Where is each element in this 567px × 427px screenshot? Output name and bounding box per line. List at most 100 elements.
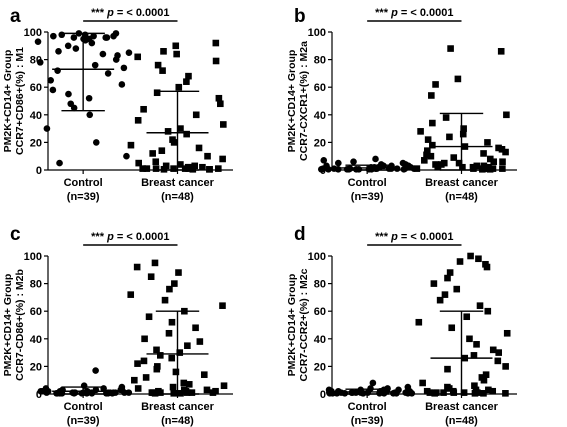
data-point [334, 166, 342, 173]
y-tick-label: 0 [36, 165, 42, 177]
data-point [166, 285, 173, 293]
data-point [434, 163, 442, 171]
data-point [444, 365, 451, 373]
data-point [350, 158, 357, 166]
data-point [43, 389, 50, 396]
data-point [220, 121, 227, 128]
data-point [428, 92, 435, 99]
data-point [36, 59, 44, 66]
data-point [118, 81, 126, 88]
data-point [424, 136, 432, 143]
data-point [497, 48, 505, 55]
data-point [441, 291, 449, 298]
data-point [495, 144, 502, 152]
y-axis-label: CCR7-CCR2+(%) : M2c [298, 268, 310, 381]
y-tick-label: 60 [314, 82, 326, 94]
data-point [320, 157, 328, 164]
data-point [502, 363, 509, 370]
y-axis-label: PM2K+CD14+ Group [286, 50, 298, 153]
data-point [335, 159, 342, 167]
data-point [145, 313, 153, 321]
data-point [199, 163, 206, 171]
data-point [429, 141, 436, 149]
data-point [88, 39, 96, 47]
data-point [450, 389, 458, 396]
data-point [486, 155, 494, 163]
data-point [325, 166, 332, 173]
data-point [459, 130, 467, 138]
y-tick-label: 100 [308, 27, 326, 39]
data-point [153, 346, 160, 354]
data-point [135, 159, 142, 167]
data-point [175, 83, 183, 91]
data-point [92, 139, 100, 146]
y-tick-label: 100 [24, 27, 42, 39]
data-point [191, 162, 199, 170]
data-point [499, 165, 506, 172]
x-category-label: Breast cancer [425, 177, 498, 189]
data-point [72, 45, 80, 52]
data-point [498, 146, 506, 153]
panel-label: a [10, 6, 21, 27]
data-point [152, 158, 160, 166]
data-point [217, 100, 224, 108]
significance-label: *** p = < 0.0001 [375, 7, 453, 19]
data-point [183, 389, 191, 396]
data-point [170, 139, 178, 146]
significance-label: *** p = < 0.0001 [91, 7, 169, 19]
data-point [476, 302, 484, 309]
data-point [413, 165, 421, 172]
data-point [125, 49, 133, 56]
data-point [134, 53, 142, 61]
data-point [400, 166, 408, 173]
data-point [185, 165, 192, 172]
data-point [173, 50, 180, 58]
data-point [456, 258, 464, 265]
data-point [56, 159, 63, 167]
data-point [133, 263, 141, 271]
data-point [489, 346, 497, 354]
y-tick-label: 80 [314, 55, 326, 67]
data-point [162, 162, 170, 170]
data-point [120, 64, 128, 72]
data-point [483, 263, 491, 271]
data-point [490, 158, 498, 166]
data-point [37, 387, 45, 395]
data-point [429, 119, 436, 127]
data-point [64, 42, 72, 50]
data-point [415, 318, 423, 326]
panel-label: b [294, 6, 306, 27]
data-point [423, 151, 430, 159]
data-point [177, 161, 184, 168]
data-point [168, 354, 176, 362]
data-point [421, 157, 428, 164]
data-point [503, 111, 510, 119]
data-point [432, 81, 439, 88]
data-point [70, 34, 78, 41]
x-category-label: Control [348, 401, 387, 413]
data-point [499, 158, 506, 166]
data-point [169, 383, 177, 391]
data-point [494, 357, 502, 365]
y-axis-label: CCR7+CD86+(%) : M1 [14, 47, 26, 155]
x-category-label: Breast cancer [425, 401, 498, 413]
data-point [156, 352, 164, 359]
data-point [112, 30, 120, 37]
data-point [495, 349, 502, 356]
data-point [442, 114, 450, 121]
data-point [482, 371, 490, 378]
panel-c: c 0 20 40 60 80 100 PM2K+CD14+ Group CCR7-CD86+(… [2, 224, 233, 427]
x-category-count: (n=39) [67, 415, 100, 427]
y-tick-label: 80 [314, 279, 326, 291]
x-category-count: (n=48) [161, 191, 194, 203]
data-point [175, 269, 182, 276]
data-point [172, 42, 180, 50]
data-point [153, 365, 161, 373]
data-point [55, 48, 62, 55]
data-point [419, 379, 426, 387]
data-point [141, 335, 148, 343]
data-point [103, 34, 111, 41]
data-point [454, 75, 462, 83]
data-point [471, 382, 478, 390]
data-point [372, 155, 379, 163]
